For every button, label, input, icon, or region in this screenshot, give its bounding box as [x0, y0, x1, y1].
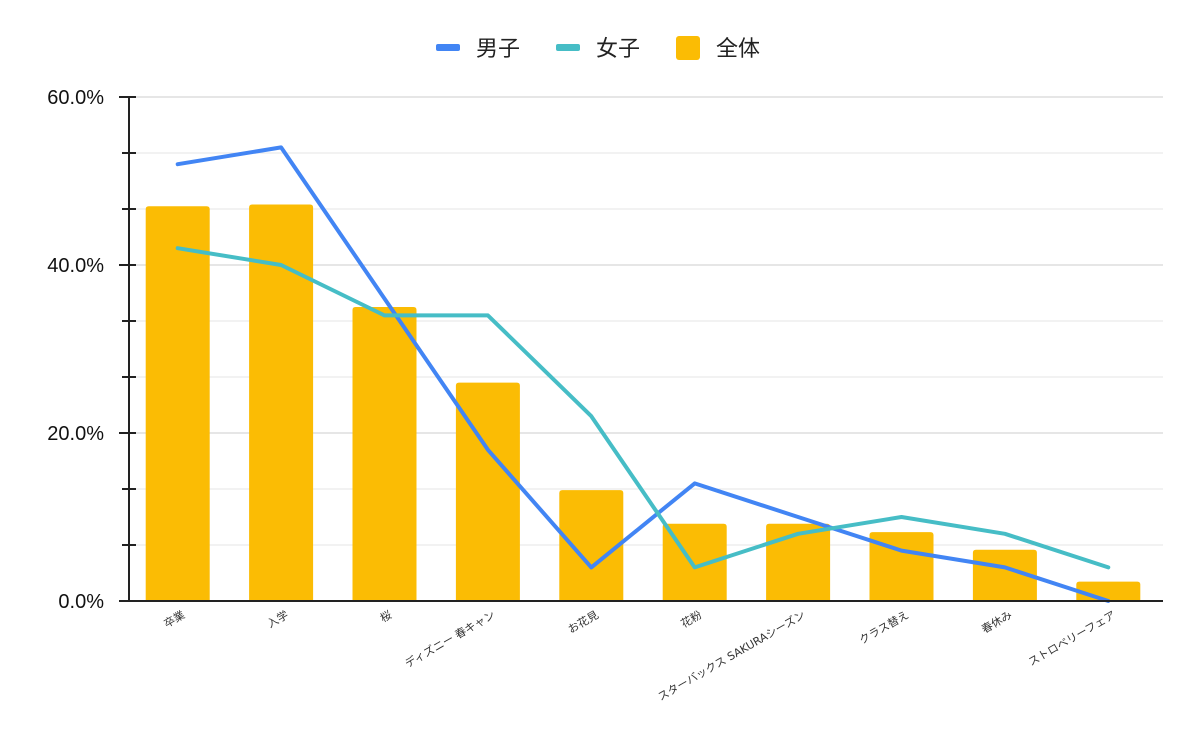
legend-label: 男子: [476, 37, 520, 62]
bar-2: [352, 307, 417, 601]
bar-9: [1076, 581, 1141, 601]
legend-label: 全体: [716, 37, 760, 62]
x-tick-label: 入学: [265, 607, 291, 630]
legend-label: 女子: [596, 37, 640, 62]
legend: 男子 女子 全体: [436, 36, 760, 62]
y-tick-label: 40.0%: [47, 255, 104, 277]
x-tick-label: 春休み: [979, 608, 1014, 636]
x-tick-label: ディズニー 春キャン: [402, 607, 497, 670]
bar-6: [766, 523, 831, 601]
bar-7: [869, 532, 934, 601]
x-tick-labels: 卒業 入学 桜ディズニー 春キャン お花見 花粉スターバックス SAKURAシーズン クラ…: [161, 607, 1118, 703]
x-tick-label: 花粉: [679, 608, 705, 630]
y-tick-label: 0.0%: [58, 591, 104, 613]
bar-1: [249, 204, 314, 601]
y-tick-label: 60.0%: [47, 87, 104, 109]
axes: [119, 96, 1163, 602]
y-tick-labels: 0.0% 20.0% 40.0% 60.0%: [47, 87, 104, 613]
legend-swatch: [676, 36, 700, 60]
x-tick-label: お花見: [566, 608, 601, 636]
bar-series: [145, 204, 1141, 601]
legend-swatch: [436, 44, 460, 51]
x-tick-label: スターバックス SAKURAシーズン: [655, 607, 807, 703]
legend-swatch: [556, 44, 580, 51]
bar-3: [455, 382, 520, 601]
x-tick-label: 卒業: [161, 607, 187, 630]
x-tick-label: クラス替え: [857, 607, 911, 647]
bar-4: [559, 490, 624, 601]
bar-8: [972, 549, 1037, 601]
line-boys: [175, 145, 1111, 603]
line-series: [175, 145, 1111, 603]
x-tick-label: 桜: [377, 607, 394, 625]
line-girls: [175, 246, 1111, 570]
y-tick-label: 20.0%: [47, 423, 104, 445]
x-tick-label: ストロベリーフェア: [1026, 608, 1118, 668]
bar-0: [145, 206, 210, 601]
